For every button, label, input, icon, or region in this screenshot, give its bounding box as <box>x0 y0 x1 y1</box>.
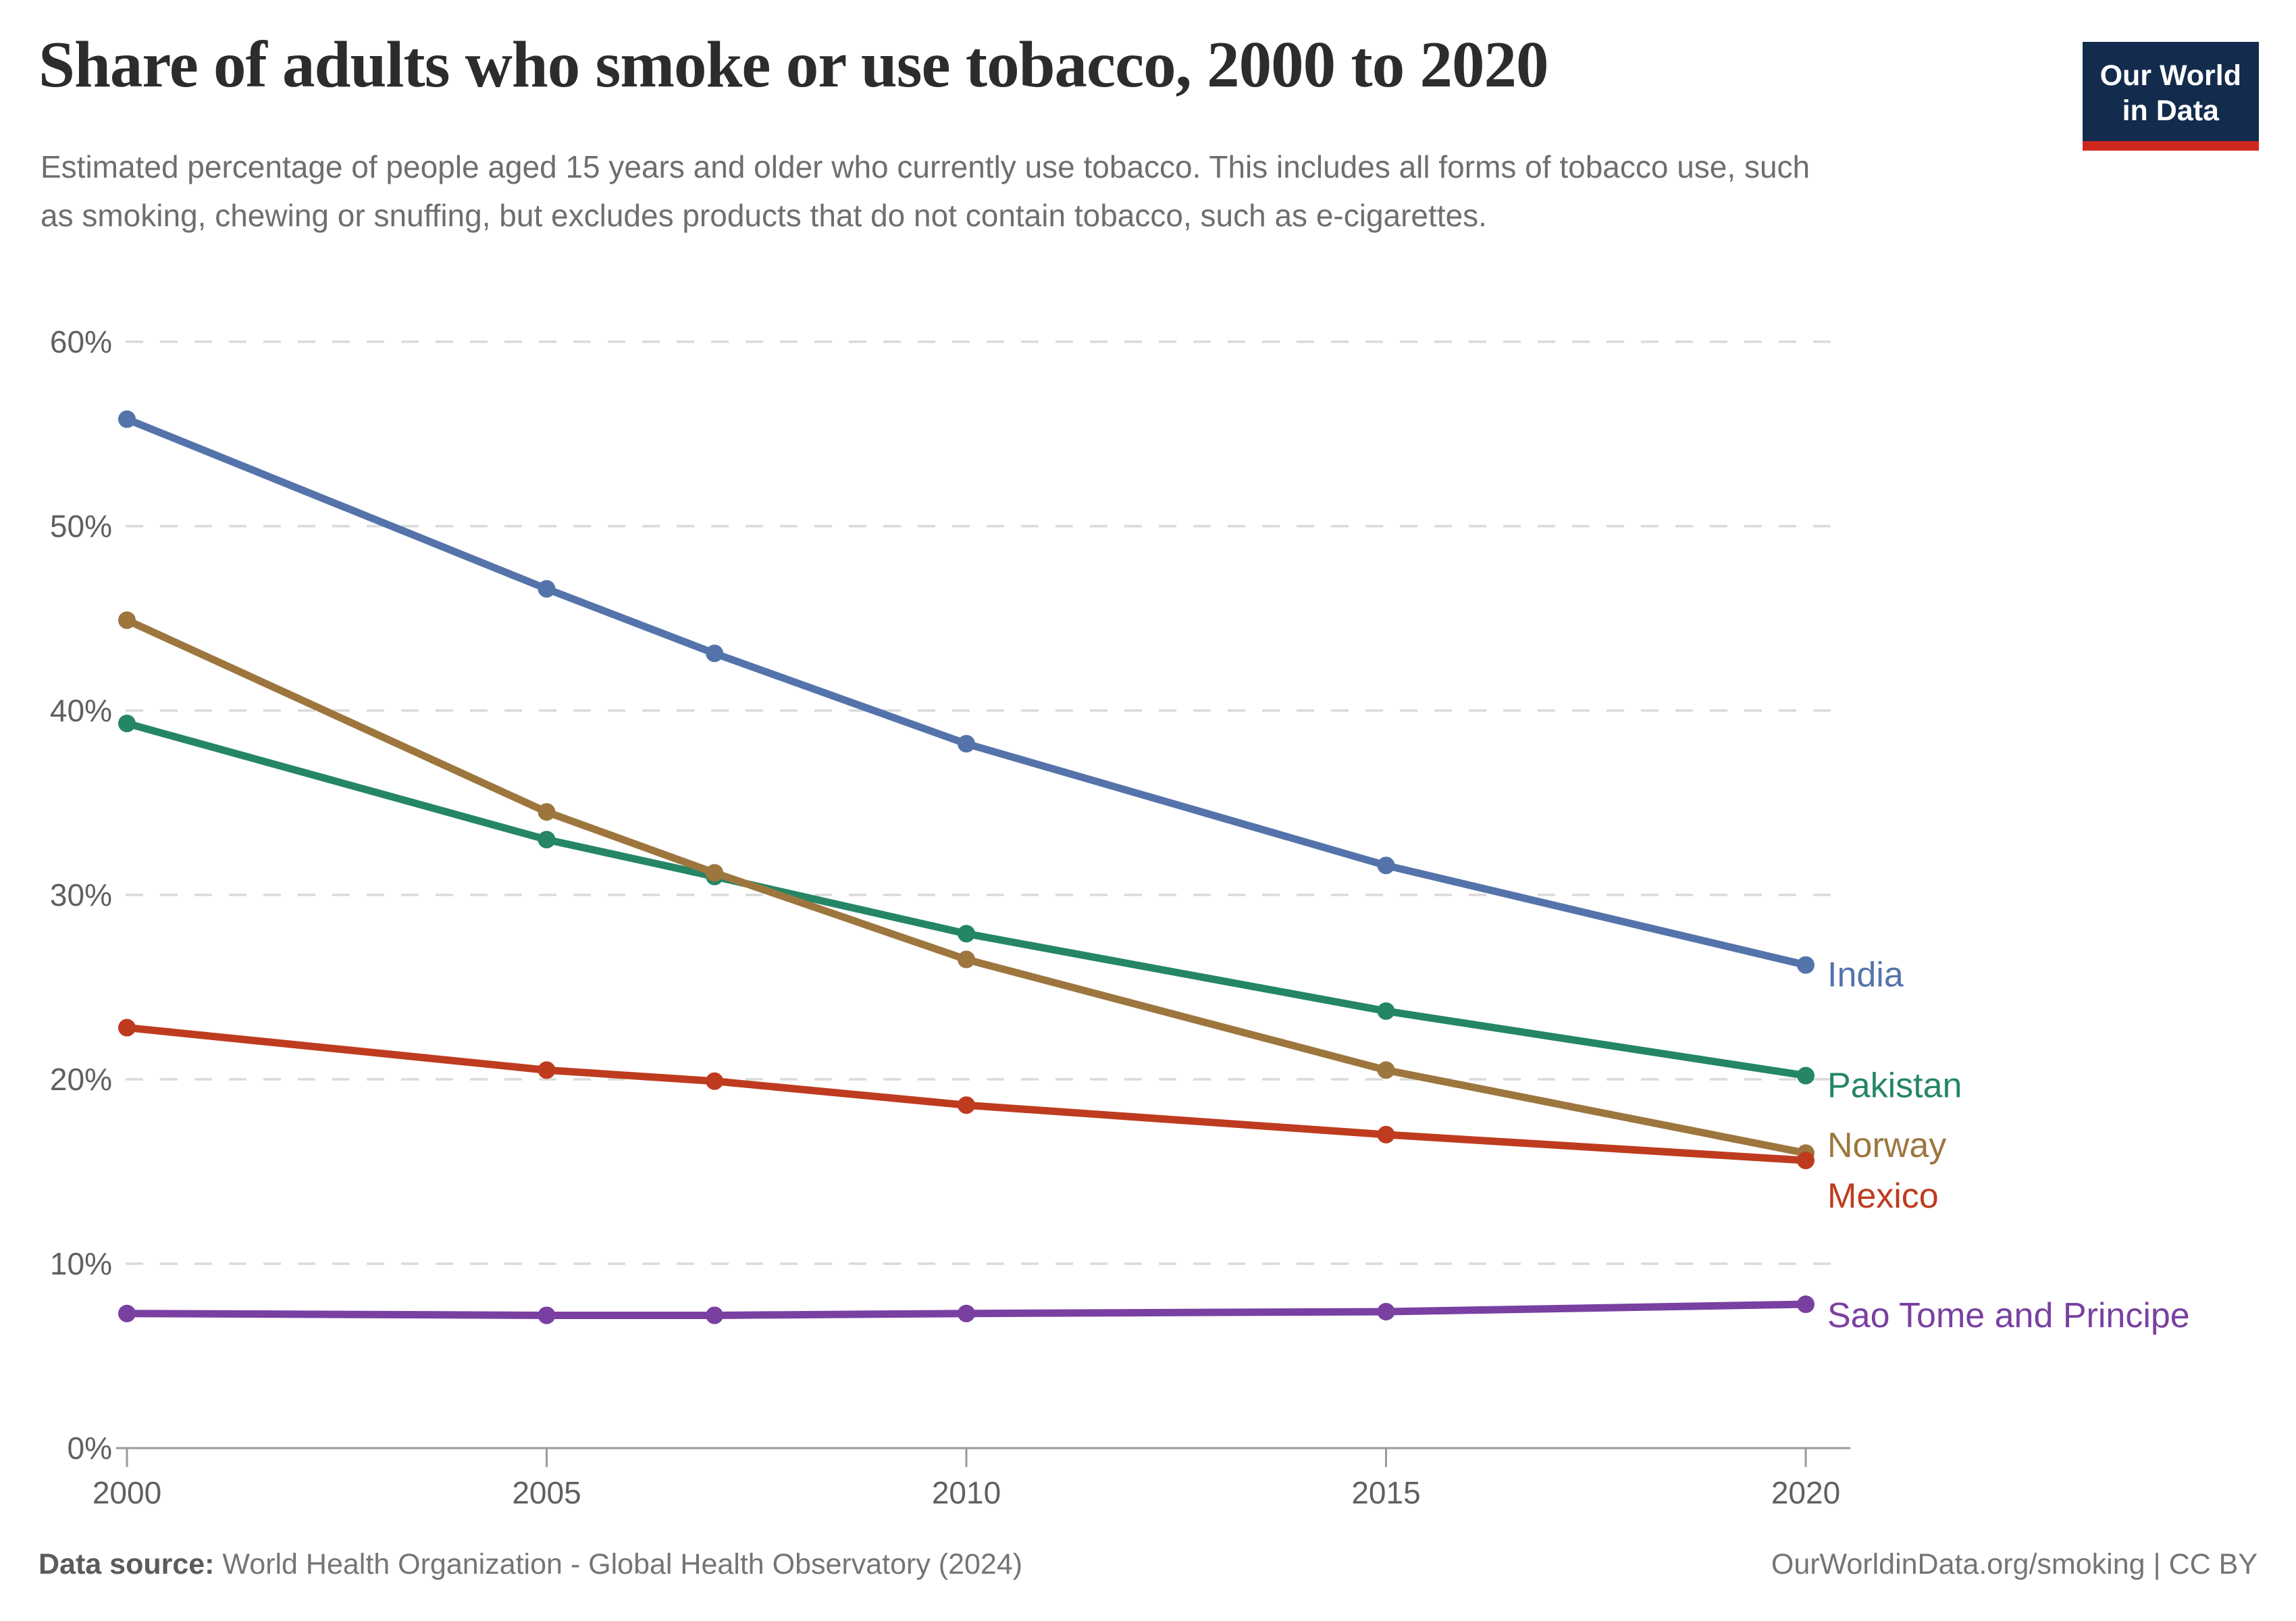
y-tick-label-0: 0% <box>68 1431 112 1466</box>
data-point-sao-tome-and-principe-2005[interactable] <box>538 1306 556 1324</box>
y-tick-label-20: 20% <box>50 1062 112 1097</box>
page-title: Share of adults who smoke or use tobacco… <box>38 28 1548 101</box>
x-tick-label-2000: 2000 <box>93 1475 161 1510</box>
series-label-mexico[interactable]: Mexico <box>1827 1177 1939 1216</box>
data-point-india-2020[interactable] <box>1797 956 1815 974</box>
data-point-norway-2007[interactable] <box>706 864 724 882</box>
data-point-norway-2015[interactable] <box>1377 1061 1395 1079</box>
y-tick-label-40: 40% <box>50 693 112 728</box>
series-label-sao-tome-and-principe[interactable]: Sao Tome and Principe <box>1827 1296 2190 1335</box>
owid-logo[interactable]: Our World in Data <box>2082 42 2259 151</box>
data-point-norway-2010[interactable] <box>958 950 975 969</box>
y-tick-label-50: 50% <box>50 509 112 544</box>
series-label-india[interactable]: India <box>1827 956 1904 995</box>
data-point-india-2000[interactable] <box>118 410 136 428</box>
owid-link[interactable]: OurWorldinData.org/smoking | CC BY <box>1771 1548 2258 1580</box>
data-point-mexico-2000[interactable] <box>118 1019 136 1037</box>
x-tick-label-2010: 2010 <box>932 1475 1001 1510</box>
data-point-india-2010[interactable] <box>958 735 975 753</box>
series-line-mexico[interactable] <box>123 1024 1810 1164</box>
data-point-mexico-2015[interactable] <box>1377 1125 1395 1143</box>
data-point-sao-tome-and-principe-2010[interactable] <box>958 1304 975 1322</box>
y-tick-label-60: 60% <box>50 324 112 359</box>
data-point-india-2005[interactable] <box>538 580 556 598</box>
data-point-norway-2000[interactable] <box>118 611 136 629</box>
data-point-sao-tome-and-principe-2020[interactable] <box>1797 1295 1815 1314</box>
owid-logo-line2: in Data <box>2122 95 2219 128</box>
series-line-norway[interactable] <box>123 616 1810 1157</box>
data-point-pakistan-2015[interactable] <box>1377 1002 1395 1020</box>
page-subtitle: Estimated percentage of people aged 15 y… <box>41 149 1810 233</box>
data-point-sao-tome-and-principe-2015[interactable] <box>1377 1302 1395 1320</box>
data-point-sao-tome-and-principe-2007[interactable] <box>706 1306 724 1324</box>
data-point-pakistan-2000[interactable] <box>118 715 136 733</box>
data-source-text: World Health Organization - Global Healt… <box>214 1548 1023 1580</box>
data-point-india-2015[interactable] <box>1377 856 1395 875</box>
owid-logo-line1: Our World <box>2099 59 2241 92</box>
y-tick-label-10: 10% <box>50 1246 112 1281</box>
data-point-pakistan-2020[interactable] <box>1797 1066 1815 1085</box>
data-source-note: Data source: World Health Organization -… <box>38 1548 1022 1581</box>
data-point-mexico-2020[interactable] <box>1797 1152 1815 1170</box>
x-tick-label-2020: 2020 <box>1771 1475 1840 1510</box>
data-source-label: Data source: <box>38 1548 215 1580</box>
footer: Data source: World Health Organization -… <box>38 1548 2258 1581</box>
x-tick-label-2015: 2015 <box>1351 1475 1420 1510</box>
x-tick-label-2005: 2005 <box>512 1475 581 1510</box>
data-point-mexico-2005[interactable] <box>538 1061 556 1079</box>
series-line-sao-tome-and-principe[interactable] <box>123 1300 1810 1319</box>
y-tick-label-30: 30% <box>50 877 112 912</box>
data-point-norway-2005[interactable] <box>538 803 556 821</box>
series-line-pakistan[interactable] <box>123 719 1810 1080</box>
data-point-sao-tome-and-principe-2000[interactable] <box>118 1304 136 1322</box>
series-line-india[interactable] <box>123 415 1810 969</box>
series-label-norway[interactable]: Norway <box>1827 1126 1946 1165</box>
data-point-mexico-2010[interactable] <box>958 1096 975 1114</box>
data-point-india-2007[interactable] <box>706 644 724 663</box>
data-point-pakistan-2005[interactable] <box>538 831 556 849</box>
data-point-pakistan-2010[interactable] <box>958 925 975 943</box>
data-point-mexico-2007[interactable] <box>706 1072 724 1090</box>
series-label-pakistan[interactable]: Pakistan <box>1827 1066 1962 1106</box>
